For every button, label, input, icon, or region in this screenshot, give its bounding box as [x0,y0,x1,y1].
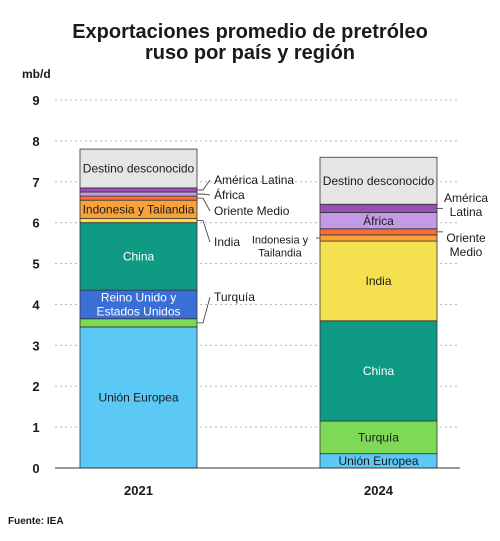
bar-segment [319,234,438,242]
y-tick-label: 3 [32,338,39,353]
bar-segment [79,187,198,193]
segment-label: Turquía [214,290,255,304]
x-tick-label: 2024 [364,483,394,498]
chart-title-line: ruso por país y región [145,42,355,64]
segment-label: China [123,250,155,264]
bar-segment [319,228,438,236]
segment-label: China [363,364,395,378]
segment-label: Turquía [358,431,399,445]
segment-label: India [214,235,240,249]
segment-label: Unión Europea [338,454,418,468]
y-tick-label: 1 [32,420,39,435]
bar-segment [319,420,438,455]
segment-label: Oriente [446,231,486,245]
segment-label: América Latina [214,173,294,187]
segment-label: Latina [450,205,483,219]
segment-label: Indonesia y Tailandia [83,203,195,217]
y-tick-label: 0 [32,461,39,476]
source-note: Fuente: IEA [8,516,64,527]
y-axis-ticks: 0 1 2 3 4 5 6 7 8 9 [32,93,40,476]
bar-segment [319,203,438,213]
y-tick-label: 2 [32,379,39,394]
bar-segment [319,320,438,422]
leader-line [197,296,211,324]
leader-line [197,193,211,196]
segment-label: Reino Unido y [101,291,176,305]
bar-segment [79,318,198,328]
segment-label: Oriente Medio [214,204,290,218]
segment-label: América [444,191,488,205]
x-tick-label: 2021 [124,483,153,498]
bar-segment [79,326,198,469]
leader-line [197,179,211,191]
segment-label: Estados Unidos [96,305,180,319]
x-axis-ticks: 2021 2024 [55,467,460,498]
y-tick-label: 5 [32,257,39,272]
segment-label: Destino desconocido [323,174,435,188]
chart-title-line: Exportaciones promedio de pretróleo [72,21,428,43]
bar-segment [79,195,198,201]
y-tick-label: 4 [32,297,40,312]
y-tick-label: 9 [32,93,39,108]
y-axis-unit-label: mb/d [22,67,51,81]
segment-label: África [363,213,394,228]
bar-segment [79,218,198,224]
segment-label: Unión Europea [98,391,178,405]
y-tick-label: 8 [32,134,39,149]
segment-label: África [214,187,245,202]
segment-label: Destino desconocido [83,162,195,176]
segment-label: Indonesia y [252,234,309,246]
bar-segment [319,240,438,322]
y-tick-label: 6 [32,216,39,231]
leader-line [197,197,211,212]
bars [79,148,438,469]
bar-segment [79,289,198,320]
bar-segment [79,191,198,197]
bar-segment [319,156,438,205]
y-tick-label: 7 [32,175,39,190]
bar-segment [79,148,198,189]
bar-segment [79,222,198,291]
segment-label: Tailandia [258,247,302,259]
segment-label: India [365,274,391,288]
segment-label: Medio [450,245,483,259]
chart-title: Exportaciones promedio de pretróleoruso … [72,21,428,64]
leader-line [197,220,211,243]
